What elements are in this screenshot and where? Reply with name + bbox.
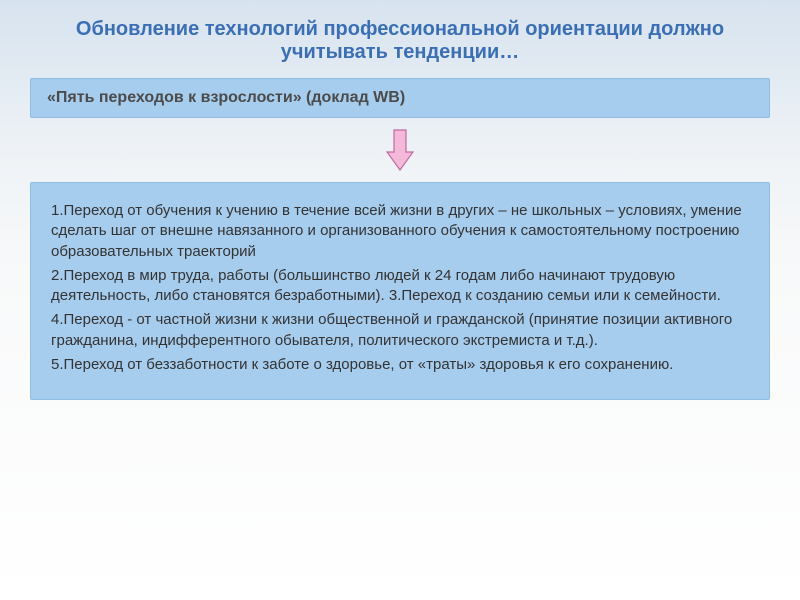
- arrow-shape: [387, 130, 413, 170]
- body-box: 1.Переход от обучения к учению в течение…: [30, 182, 770, 400]
- body-item: 1.Переход от обучения к учению в течение…: [51, 201, 749, 262]
- body-item: 4.Переход - от частной жизни к жизни общ…: [51, 310, 749, 351]
- slide: Обновление технологий профессиональной о…: [0, 0, 800, 600]
- body-item: 5.Переход от беззаботности к заботе о зд…: [51, 355, 749, 375]
- subtitle-box: «Пять переходов к взрослости» (доклад WB…: [30, 78, 770, 118]
- body-item: 2.Переход в мир труда, работы (большинст…: [51, 266, 749, 307]
- down-arrow-icon: [385, 128, 415, 172]
- slide-title: Обновление технологий профессиональной о…: [0, 0, 800, 72]
- arrow-container: [0, 118, 800, 182]
